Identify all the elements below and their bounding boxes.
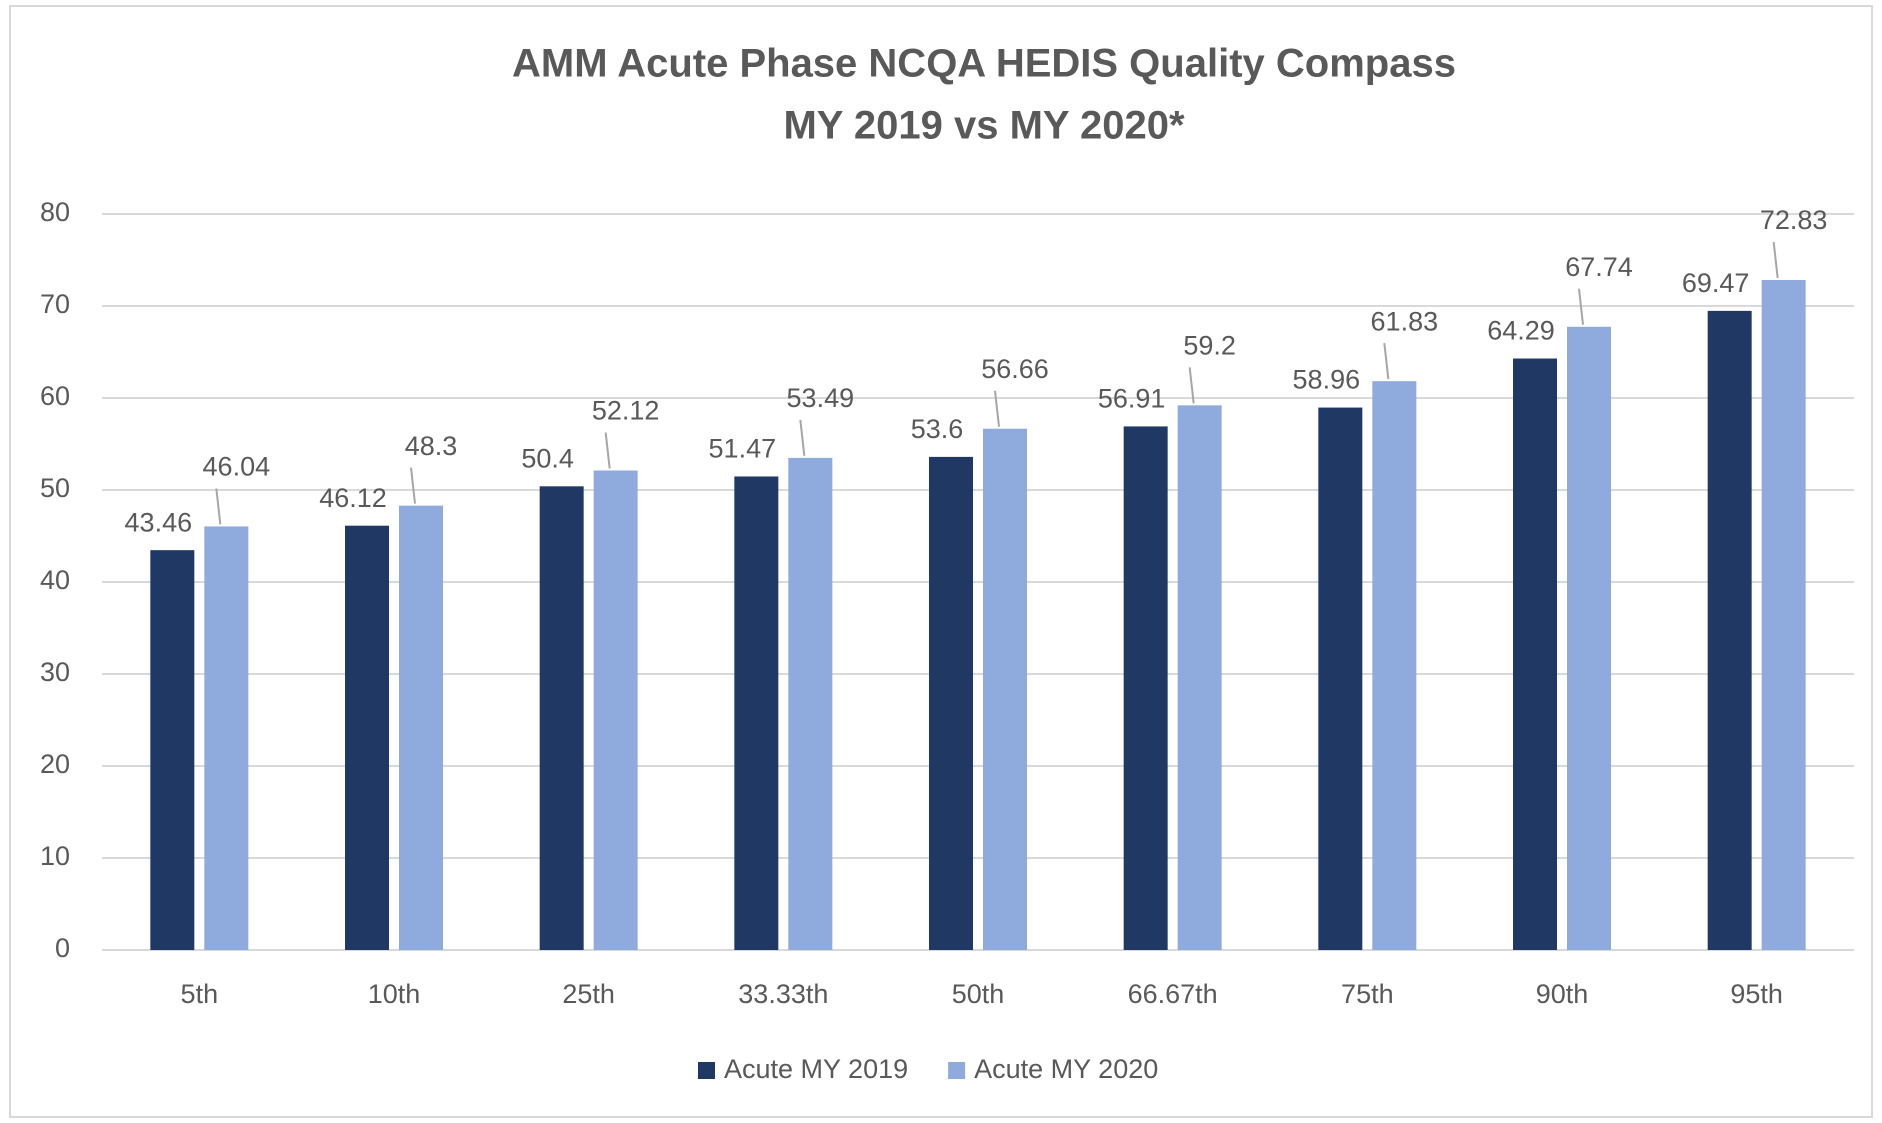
- leader-line: [215, 488, 222, 525]
- data-label: 53.49: [787, 383, 855, 413]
- bar: [734, 476, 779, 950]
- leader-line: [604, 432, 611, 469]
- leader-line: [1578, 288, 1584, 325]
- x-tick-label: 90th: [1536, 979, 1589, 1009]
- y-tick-label: 70: [40, 289, 70, 319]
- chart-title: AMM Acute Phase NCQA HEDIS Quality Compa…: [512, 42, 1456, 86]
- y-tick-label: 80: [40, 197, 70, 227]
- bar: [788, 457, 833, 950]
- data-label: 48.3: [405, 431, 458, 461]
- data-label: 52.12: [592, 396, 660, 426]
- data-label: 61.83: [1371, 306, 1439, 336]
- data-label: 72.83: [1760, 205, 1828, 235]
- legend-label: Acute MY 2019: [724, 1054, 908, 1084]
- x-tick-label: 33.33th: [738, 979, 828, 1009]
- data-label: 53.6: [911, 414, 964, 444]
- data-label: 67.74: [1565, 252, 1633, 282]
- bar: [1177, 405, 1222, 950]
- chart-subtitle: MY 2019 vs MY 2020*: [783, 104, 1184, 148]
- bar: [1707, 310, 1752, 951]
- data-label: 59.2: [1183, 330, 1236, 360]
- leader-line: [1772, 241, 1779, 279]
- leader-line: [410, 467, 416, 504]
- x-tick-label: 75th: [1341, 979, 1394, 1009]
- bar: [150, 550, 195, 950]
- x-tick-label: 5th: [181, 979, 219, 1009]
- data-label: 56.91: [1098, 384, 1166, 414]
- bar: [399, 505, 443, 950]
- legend-swatch: [698, 1062, 715, 1079]
- y-tick-label: 40: [40, 565, 70, 595]
- y-tick-label: 50: [40, 473, 70, 503]
- y-tick-label: 10: [40, 841, 70, 871]
- y-tick-label: 20: [40, 749, 70, 779]
- chart-frame: [9, 5, 1873, 1118]
- bar: [345, 525, 389, 950]
- bar: [929, 456, 973, 950]
- y-tick-label: 30: [40, 657, 70, 687]
- data-label: 51.47: [709, 434, 777, 464]
- y-tick-label: 60: [40, 381, 70, 411]
- leader-line: [1383, 343, 1390, 380]
- legend-label: Acute MY 2020: [974, 1054, 1158, 1084]
- y-tick-label: 0: [55, 933, 70, 963]
- data-label: 58.96: [1293, 365, 1361, 395]
- bar: [1372, 381, 1417, 950]
- leader-line: [1188, 367, 1195, 404]
- bar: [539, 486, 584, 950]
- x-tick-label: 25th: [562, 979, 615, 1009]
- data-label: 64.29: [1487, 316, 1555, 346]
- x-tick-label: 50th: [952, 979, 1005, 1009]
- legend-swatch: [948, 1062, 966, 1079]
- bar: [1318, 407, 1363, 950]
- data-label: 46.12: [319, 483, 387, 513]
- data-label: 56.66: [981, 354, 1049, 384]
- bar: [593, 470, 638, 950]
- data-label: 69.47: [1682, 268, 1750, 298]
- bar: [1761, 279, 1806, 950]
- bar: [983, 428, 1027, 950]
- leader-line: [799, 419, 806, 457]
- x-tick-label: 66.67th: [1128, 979, 1218, 1009]
- bar: [1567, 326, 1611, 950]
- bar: [1513, 358, 1557, 951]
- data-label: 46.04: [203, 452, 271, 482]
- bar: [204, 526, 249, 950]
- data-label: 43.46: [125, 507, 193, 537]
- x-tick-label: 95th: [1730, 979, 1783, 1009]
- leader-line: [994, 390, 1000, 427]
- bar: [1123, 426, 1168, 951]
- data-label: 50.4: [521, 443, 574, 473]
- x-tick-label: 10th: [368, 979, 421, 1009]
